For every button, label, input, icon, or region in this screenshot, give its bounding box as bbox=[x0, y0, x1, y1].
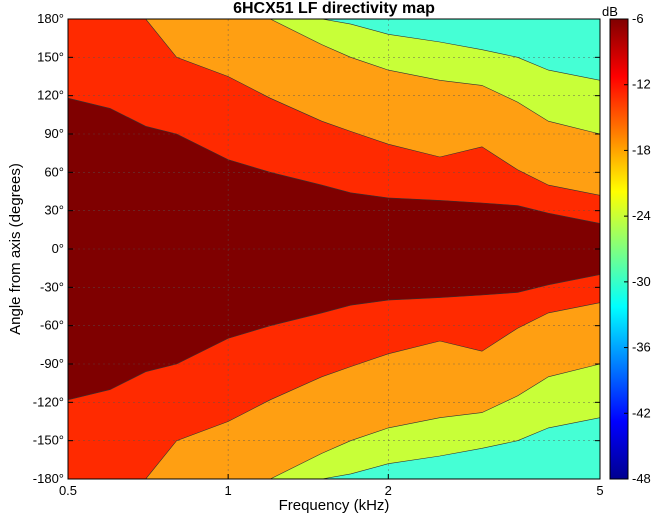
colorbar-tick-label: -30 bbox=[632, 274, 651, 289]
x-tick-label: 2 bbox=[385, 483, 392, 498]
y-axis-ticks: 180° 150° 120° 90° 60° 30° 0° -30° -60° -90° -120°… bbox=[33, 11, 600, 486]
grid-lines bbox=[68, 19, 600, 479]
y-tick-label: 90° bbox=[44, 126, 64, 141]
y-tick-label: 0° bbox=[52, 241, 64, 256]
y-tick-label: 120° bbox=[37, 88, 64, 103]
x-tick-label: 0.5 bbox=[59, 483, 77, 498]
y-tick-label: 180° bbox=[37, 11, 64, 26]
y-tick-label: -150° bbox=[33, 433, 64, 448]
colorbar bbox=[609, 18, 629, 480]
x-axis-ticks: 0.5 1 2 5 bbox=[59, 474, 604, 498]
y-tick-label: -90° bbox=[40, 356, 64, 371]
colorbar-tick-label: -42 bbox=[632, 405, 651, 420]
y-tick-label: -180° bbox=[33, 471, 64, 486]
y-tick-label: 150° bbox=[37, 49, 64, 64]
y-tick-label: 30° bbox=[44, 203, 64, 218]
colorbar-tick-label: -48 bbox=[632, 471, 651, 486]
y-axis-label: Angle from axis (degrees) bbox=[7, 163, 24, 335]
x-tick-label: 5 bbox=[596, 483, 603, 498]
colorbar-tick-label: -36 bbox=[632, 340, 651, 355]
colorbar-ticks: -6 -12 -18 -24 -30 -36 -42 -48 bbox=[624, 11, 651, 486]
x-tick-label: 1 bbox=[225, 483, 232, 498]
chart-title: 6HCX51 LF directivity map bbox=[233, 0, 435, 17]
y-tick-label: -120° bbox=[33, 394, 64, 409]
y-tick-label: 60° bbox=[44, 164, 64, 179]
y-tick-label: -60° bbox=[40, 318, 64, 333]
y-tick-label: -30° bbox=[40, 279, 64, 294]
colorbar-unit-label: dB bbox=[602, 4, 618, 19]
colorbar-tick-label: -12 bbox=[632, 77, 651, 92]
x-axis-label: Frequency (kHz) bbox=[279, 497, 390, 514]
colorbar-tick-label: -18 bbox=[632, 142, 651, 157]
colorbar-tick-label: -24 bbox=[632, 208, 651, 223]
colorbar-tick-label: -6 bbox=[632, 11, 644, 26]
